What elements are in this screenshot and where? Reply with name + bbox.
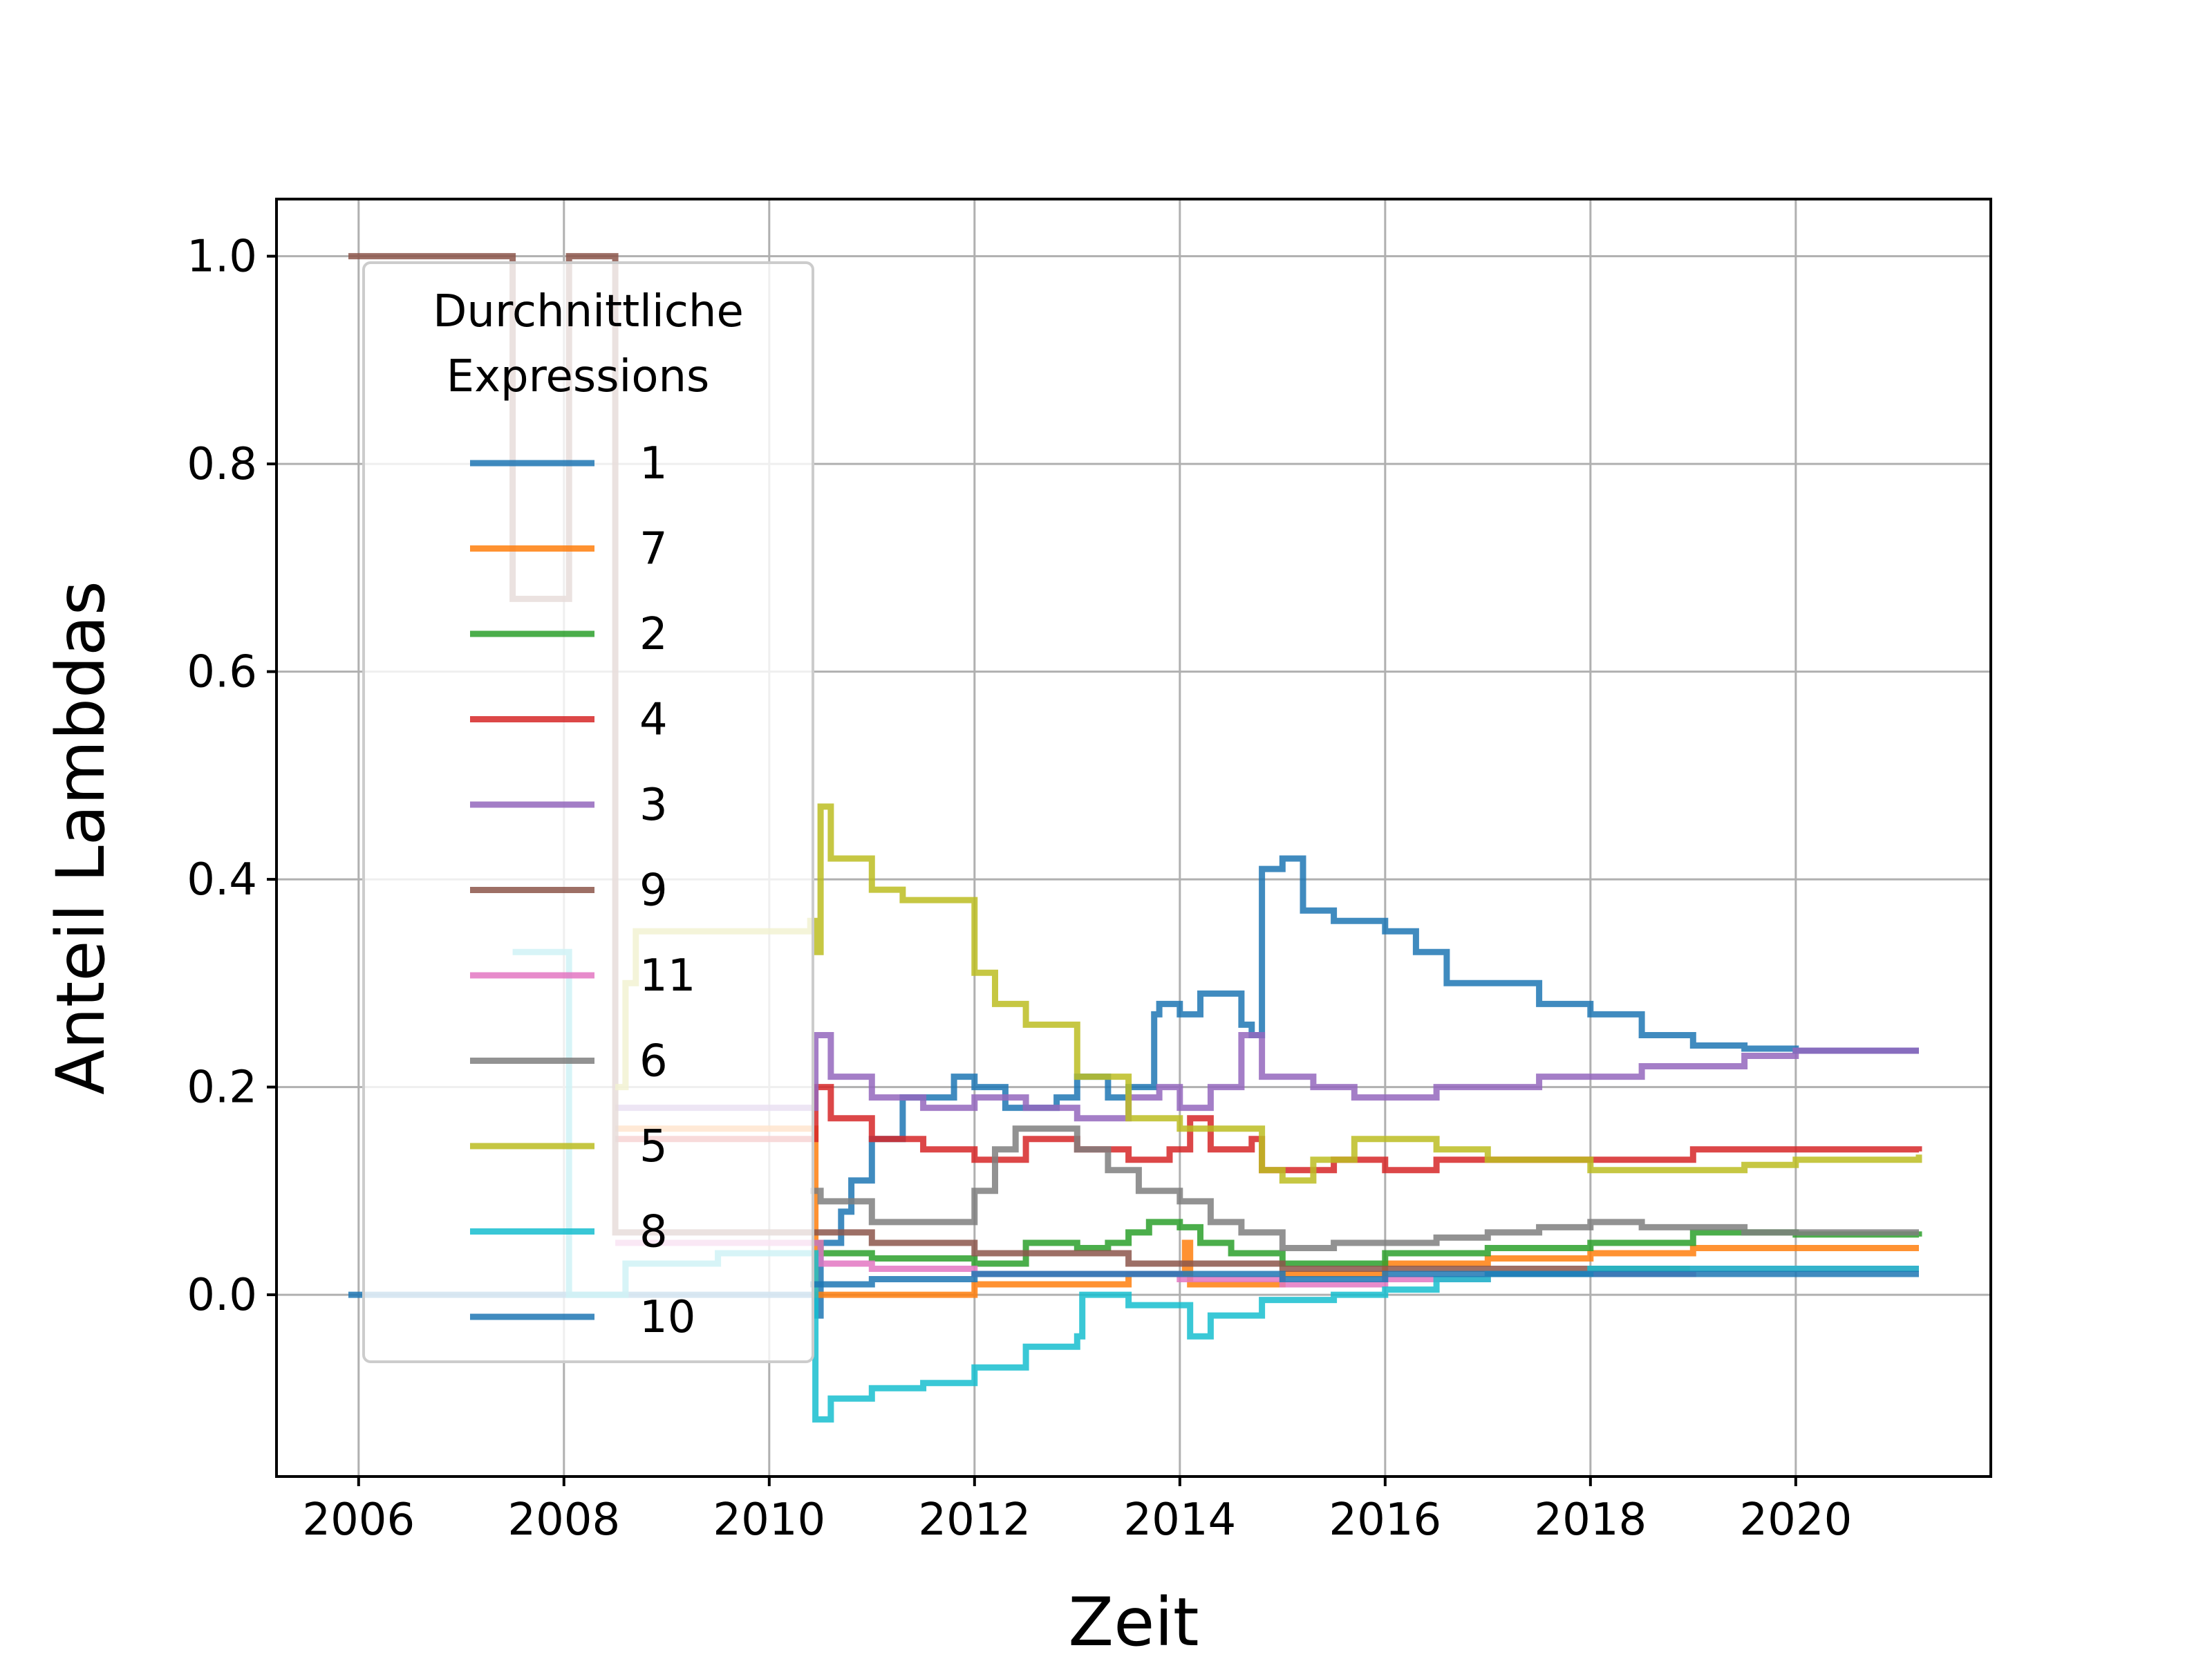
series-line-3 <box>615 1032 1919 1122</box>
legend: Durchnittliche Expressions 1 7 2 4 3 9 11 6 5 8 10 <box>362 261 814 1363</box>
legend-label-3: 3 <box>639 780 668 831</box>
y-tick-label: 0.0 <box>187 1270 257 1321</box>
series-line-10 <box>810 1271 1919 1288</box>
legend-label-6: 6 <box>639 1036 668 1087</box>
legend-label-2: 2 <box>639 609 668 660</box>
legend-label-10: 10 <box>639 1292 695 1343</box>
y-tick-label: 1.0 <box>187 232 257 283</box>
x-axis-title: Zeit <box>1068 1584 1199 1659</box>
series-line-6 <box>810 1125 1919 1251</box>
series-line-9 <box>348 253 1919 1272</box>
x-tick-label: 2006 <box>302 1494 415 1546</box>
legend-label-7: 7 <box>639 524 668 575</box>
x-tick-label: 2016 <box>1329 1494 1441 1546</box>
series-line-7 <box>615 1125 1919 1298</box>
legend-label-9: 9 <box>639 865 668 917</box>
y-axis-title: Anteil Lambdas <box>42 581 120 1095</box>
y-tick-label: 0.6 <box>187 647 257 698</box>
legend-title-line1: Durchnittliche <box>433 286 744 337</box>
y-axis-ticks: 0.0 0.2 0.4 0.6 0.8 1.0 <box>187 232 276 1321</box>
series-line-4 <box>615 1084 1922 1174</box>
series-line-5 <box>615 803 1922 1184</box>
legend-entries: 1 7 2 4 3 9 11 6 5 8 10 <box>470 438 695 1343</box>
legend-box <box>362 261 814 1363</box>
x-tick-label: 2020 <box>1739 1494 1852 1546</box>
legend-label-1: 1 <box>639 438 668 489</box>
legend-label-5: 5 <box>639 1121 668 1172</box>
legend-label-11: 11 <box>639 950 695 1002</box>
y-tick-label: 0.4 <box>187 854 257 906</box>
x-axis-ticks: 2006 2008 2010 2012 2014 2016 2018 2020 <box>302 1477 1852 1546</box>
x-tick-label: 2010 <box>713 1494 825 1546</box>
legend-label-8: 8 <box>639 1207 668 1258</box>
x-tick-label: 2012 <box>918 1494 1031 1546</box>
plot-frame <box>275 198 1992 1478</box>
legend-label-4: 4 <box>639 695 668 746</box>
x-tick-label: 2008 <box>507 1494 620 1546</box>
x-tick-label: 2018 <box>1534 1494 1647 1546</box>
series-line-2 <box>810 1219 1922 1267</box>
legend-title-line2: Expressions <box>447 351 710 402</box>
y-tick-label: 0.8 <box>187 439 257 490</box>
x-tick-label: 2014 <box>1123 1494 1236 1546</box>
y-tick-label: 0.2 <box>187 1062 257 1114</box>
